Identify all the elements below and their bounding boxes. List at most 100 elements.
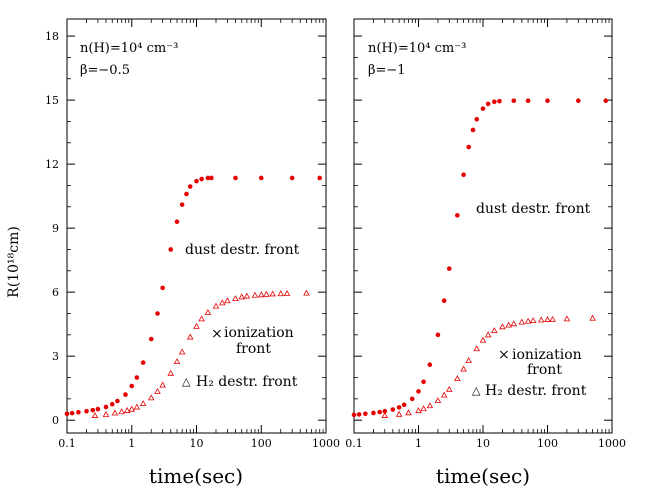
data-point bbox=[484, 331, 492, 338]
data-point bbox=[396, 405, 402, 410]
data-point bbox=[480, 106, 486, 111]
data-point bbox=[524, 317, 532, 324]
data-point bbox=[115, 398, 120, 404]
data-point bbox=[479, 336, 487, 343]
annotation-ionization-marker: × bbox=[211, 326, 223, 342]
annotation-ionization-marker: × bbox=[498, 347, 510, 363]
data-point bbox=[454, 375, 461, 382]
data-point bbox=[209, 175, 214, 181]
data-point bbox=[405, 409, 412, 416]
x-tick-label: 1 bbox=[415, 437, 422, 450]
x-tick-label: 10 bbox=[190, 437, 204, 450]
data-point bbox=[460, 365, 467, 372]
data-point bbox=[455, 213, 460, 218]
data-point bbox=[154, 387, 161, 394]
data-point bbox=[461, 172, 466, 178]
data-point bbox=[492, 99, 497, 105]
data-point bbox=[317, 175, 323, 181]
data-point bbox=[382, 408, 388, 414]
annotation-h2-front: H₂ destr. front bbox=[485, 383, 587, 399]
param-density: n(H)=10⁴ cm⁻³ bbox=[80, 41, 178, 56]
x-tick-label: 100 bbox=[251, 437, 272, 450]
data-point bbox=[198, 315, 205, 322]
data-point bbox=[603, 98, 609, 104]
data-point bbox=[109, 401, 115, 407]
data-point bbox=[233, 175, 238, 181]
data-point bbox=[140, 360, 146, 365]
data-point bbox=[204, 309, 212, 315]
data-point bbox=[525, 98, 531, 104]
data-point bbox=[167, 369, 175, 376]
data-point bbox=[505, 321, 512, 328]
data-point bbox=[251, 291, 259, 298]
annotation-ionization: ionization bbox=[224, 325, 294, 341]
x-tick-label: 0.1 bbox=[58, 437, 76, 450]
data-point bbox=[351, 412, 357, 418]
y-tick-label: 15 bbox=[45, 94, 59, 107]
data-point bbox=[485, 101, 491, 107]
data-point bbox=[178, 348, 186, 355]
data-point bbox=[194, 178, 199, 184]
data-point bbox=[371, 410, 376, 416]
data-point bbox=[409, 396, 415, 402]
annotation-ionization-front: front bbox=[236, 341, 271, 357]
data-point bbox=[474, 116, 480, 122]
data-point bbox=[199, 176, 204, 182]
data-point bbox=[440, 391, 448, 398]
data-point bbox=[258, 175, 264, 181]
y-tick-label: 9 bbox=[52, 222, 59, 235]
data-point bbox=[497, 98, 502, 104]
y-tick-label: 3 bbox=[52, 350, 59, 363]
data-point bbox=[390, 407, 396, 412]
plot-frame bbox=[353, 18, 613, 434]
annotation-ionization: ionization bbox=[512, 347, 582, 363]
annotation-dust-front: dust destr. front bbox=[476, 201, 591, 217]
data-point bbox=[445, 385, 453, 392]
x-tick-label: 1000 bbox=[312, 437, 340, 450]
data-point bbox=[303, 289, 310, 296]
data-point bbox=[263, 290, 270, 297]
x-tick-label: 1 bbox=[128, 437, 135, 450]
data-point bbox=[529, 317, 537, 324]
data-point bbox=[134, 375, 140, 380]
y-tick-label: 12 bbox=[45, 158, 59, 171]
x-tick-label: 1000 bbox=[598, 437, 626, 450]
data-point bbox=[491, 327, 498, 334]
x-tick-label: 100 bbox=[537, 437, 558, 450]
data-point bbox=[575, 98, 581, 104]
data-point bbox=[549, 315, 556, 322]
data-point bbox=[90, 407, 96, 413]
data-point bbox=[544, 316, 551, 322]
data-point bbox=[427, 362, 433, 368]
data-point bbox=[168, 247, 174, 252]
annotation-h2-front: H₂ destr. front bbox=[196, 374, 298, 390]
param-beta: β=−1 bbox=[368, 63, 406, 78]
data-point bbox=[159, 381, 166, 388]
data-point bbox=[518, 318, 526, 325]
axis-ticks bbox=[353, 19, 613, 433]
panel-beta-minus-0-5: 0.1 1 10 100 1000 0 3 6 9 12 15 18 n(H)=10⁴ cm⁻³ β=… bbox=[45, 18, 340, 450]
data-point bbox=[377, 409, 382, 415]
data-point bbox=[545, 98, 550, 104]
data-point bbox=[446, 266, 452, 271]
data-point bbox=[174, 219, 180, 225]
axis-tick-labels: 0.1 1 10 100 1000 bbox=[345, 437, 626, 450]
x-axis-title-right: time(sec) bbox=[436, 464, 530, 488]
plot-frame bbox=[66, 18, 327, 434]
annotation-dust-front: dust destr. front bbox=[185, 242, 300, 258]
data-point bbox=[426, 402, 434, 409]
data-point bbox=[128, 405, 136, 412]
axis-ticks bbox=[66, 19, 327, 433]
data-point bbox=[401, 402, 407, 408]
data-point bbox=[91, 412, 99, 418]
data-point bbox=[381, 412, 389, 418]
data-point bbox=[589, 314, 596, 321]
data-point bbox=[139, 400, 147, 407]
data-point bbox=[356, 412, 362, 417]
data-point bbox=[441, 298, 447, 303]
data-point bbox=[283, 290, 291, 296]
data-point bbox=[257, 291, 265, 298]
data-point bbox=[277, 290, 285, 297]
annotation-h2-marker: △ bbox=[182, 375, 191, 388]
data-point bbox=[179, 202, 185, 207]
